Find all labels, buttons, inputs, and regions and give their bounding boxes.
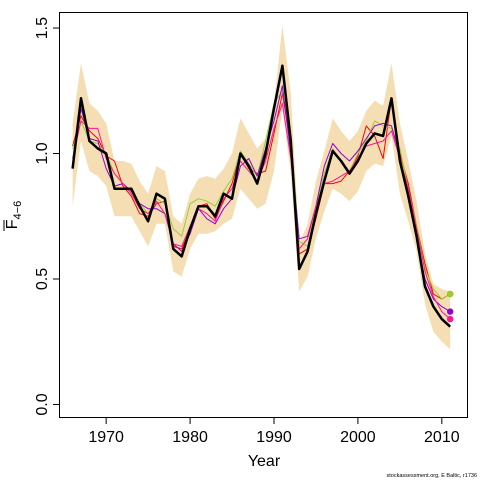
y-tick-label: 0.5 — [34, 268, 51, 290]
x-axis: 1970 1980 1990 2000 2010 — [88, 417, 460, 446]
confidence-band-layer — [72, 25, 451, 350]
svg-text:F4−6: F4−6 — [4, 201, 24, 229]
x-tick-label: 1990 — [256, 429, 292, 446]
endpoint-marker-2 — [447, 308, 454, 315]
plot-frame — [59, 12, 468, 418]
endpoint-marker-3 — [447, 315, 454, 323]
endpoint-layer — [447, 290, 454, 323]
x-tick-label: 2000 — [340, 429, 376, 446]
endpoint-marker-1 — [447, 290, 454, 298]
series-layer — [71, 64, 452, 328]
x-tick-label: 2010 — [424, 429, 460, 446]
x-axis-title: Year — [248, 453, 281, 470]
y-axis-title-main: F — [4, 219, 21, 229]
y-tick-label: 0.0 — [34, 393, 51, 415]
x-tick-label: 1980 — [172, 429, 208, 446]
y-tick-label: 1.5 — [34, 17, 51, 39]
series-line-0 — [71, 64, 452, 328]
x-tick-label: 1970 — [88, 429, 124, 446]
confidence-band — [72, 25, 451, 350]
footer-credit: stockassessment.org, E Baltic, r1736 — [387, 473, 477, 479]
y-axis-title-subscript: 4−6 — [12, 201, 24, 220]
y-axis: 0.0 0.5 1.0 1.5 — [34, 17, 60, 416]
y-axis-title: F4−6 — [3, 201, 24, 231]
y-tick-label: 1.0 — [34, 142, 51, 164]
